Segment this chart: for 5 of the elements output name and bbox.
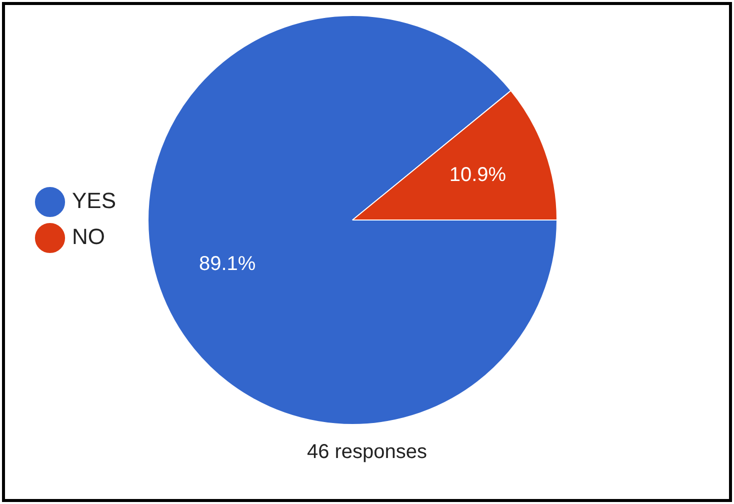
legend-label: YES: [72, 188, 116, 214]
data-label: 89.1%: [198, 253, 256, 276]
data-label: 10.9%: [449, 164, 506, 186]
text: 46 responses: [306, 441, 428, 464]
legend-label: NO: [72, 224, 105, 250]
